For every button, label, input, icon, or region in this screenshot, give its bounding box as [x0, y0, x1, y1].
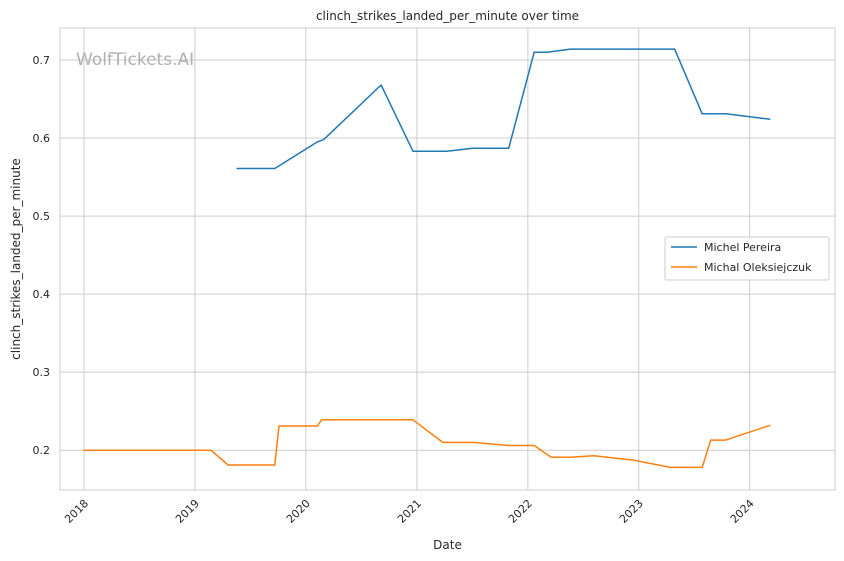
grid-lines — [60, 28, 835, 490]
x-tick-labels: 2018 2019 2020 2021 2022 2023 2024 — [62, 497, 757, 526]
y-axis-label: clinch_strikes_landed_per_minute — [9, 158, 23, 360]
y-tick-label: 0.7 — [33, 54, 51, 67]
x-axis-label: Date — [433, 538, 462, 552]
series-line-2 — [83, 419, 771, 469]
y-tick-label: 0.5 — [33, 210, 51, 223]
x-tick-label: 2021 — [395, 497, 424, 526]
legend: Michel Pereira Michal Oleksiejczuk — [664, 236, 830, 281]
watermark: WolfTickets.AI — [76, 50, 194, 70]
x-tick-label: 2023 — [617, 497, 646, 526]
plot-frame — [59, 27, 836, 491]
x-tick-label: 2019 — [173, 497, 202, 526]
legend-label: Michel Pereira — [704, 241, 781, 254]
x-tick-label: 2022 — [506, 497, 535, 526]
y-tick-label: 0.6 — [33, 132, 51, 145]
series-layer — [83, 48, 771, 469]
x-tick-label: 2018 — [62, 497, 91, 526]
chart-title: clinch_strikes_landed_per_minute over ti… — [316, 9, 579, 23]
x-tick-label: 2024 — [728, 497, 757, 526]
y-tick-label: 0.4 — [33, 288, 51, 301]
series-line-1 — [236, 48, 771, 170]
y-tick-label: 0.2 — [33, 444, 51, 457]
y-tick-label: 0.3 — [33, 366, 51, 379]
legend-label: Michal Oleksiejczuk — [704, 261, 812, 274]
y-tick-labels: 0.2 0.3 0.4 0.5 0.6 0.7 — [33, 54, 51, 457]
legend-box — [664, 236, 830, 281]
x-tick-label: 2020 — [284, 497, 313, 526]
